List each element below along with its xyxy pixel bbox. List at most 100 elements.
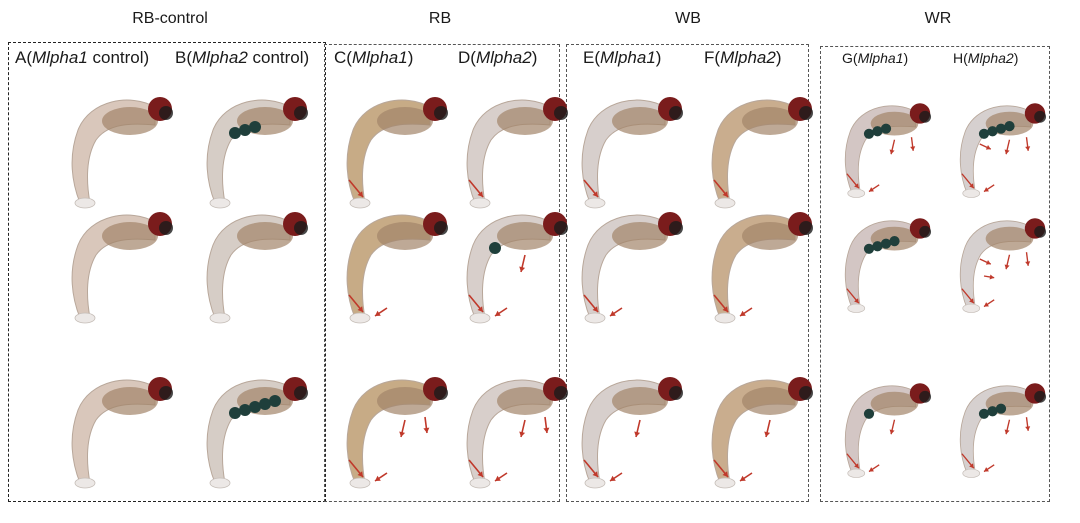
embryo-yolk (377, 222, 433, 250)
embryo-pupil (554, 386, 568, 400)
embryo-tail-fin (714, 477, 736, 489)
embryo-f-1 (711, 97, 813, 209)
arrow-head (910, 146, 916, 151)
embryo-c-1 (346, 97, 448, 209)
arrow-head (477, 306, 483, 312)
stain-blob (259, 398, 271, 410)
embryo-pupil (434, 106, 448, 120)
arrow-head (740, 475, 746, 481)
arrow-head (495, 475, 501, 481)
arrow-head (543, 427, 550, 433)
column-label-g: G(Mlpha1) (842, 50, 909, 66)
embryo-tail-fin (847, 303, 866, 313)
embryo-b-2 (206, 212, 308, 324)
embryo-tail-fin (714, 197, 736, 209)
embryo-tail-fin (469, 477, 491, 489)
embryo-pupil (1034, 225, 1047, 238)
embryo-yolk (985, 226, 1034, 251)
stain-blob (239, 404, 251, 416)
embryo-d-1 (466, 97, 568, 209)
embryo-e-1 (581, 97, 683, 209)
arrow-head (985, 145, 991, 150)
arrow-head (634, 431, 641, 437)
column-label-d: D(Mlpha2) (458, 48, 538, 67)
embryo-tail-fin (209, 197, 231, 209)
arrow-head (1025, 261, 1031, 266)
embryo-yolk (497, 387, 553, 415)
arrow-head (854, 183, 859, 189)
arrow-head (495, 310, 501, 316)
stain-blob (229, 407, 241, 419)
embryo-pupil (1034, 110, 1047, 123)
panel-wb (566, 44, 809, 502)
embryo-pupil (669, 386, 683, 400)
embryo-yolk (237, 222, 293, 250)
stain-blob (880, 123, 892, 134)
embryo-yolk (102, 387, 158, 415)
embryo-g-3 (844, 383, 932, 478)
arrow-head (477, 191, 483, 197)
embryo-pupil (294, 106, 308, 120)
arrow-head (1004, 149, 1010, 155)
embryo-yolk (742, 222, 798, 250)
embryo-tail-fin (349, 197, 371, 209)
embryo-tail-fin (714, 312, 736, 324)
embryo-tail-fin (349, 477, 371, 489)
embryo-tail-fin (469, 312, 491, 324)
embryo-tail-fin (74, 477, 96, 489)
stain-blob (872, 126, 883, 137)
stain-blob (863, 243, 875, 254)
embryo-tail-fin (847, 468, 866, 478)
embryo-tail-fin (962, 188, 981, 198)
stain-blob (995, 123, 1007, 134)
group-title-wr: WR (924, 10, 952, 27)
embryo-a-1 (71, 97, 173, 209)
embryo-tail-fin (584, 197, 606, 209)
arrow-head (610, 310, 616, 316)
stain-blob (269, 395, 281, 407)
arrow-head (722, 191, 728, 197)
arrow-head (889, 429, 895, 435)
embryo-pupil (434, 221, 448, 235)
group-title-rb: RB (428, 10, 452, 27)
embryo-yolk (870, 391, 919, 416)
stain-blob (889, 236, 900, 247)
embryo-pupil (159, 106, 173, 120)
arrow-head (722, 471, 728, 477)
embryo-d-2 (466, 212, 568, 324)
arrow-head (592, 191, 598, 197)
panel-rb-control (8, 42, 326, 502)
embryo-pupil (434, 386, 448, 400)
embryo-yolk (612, 222, 668, 250)
embryo-yolk (377, 107, 433, 135)
group-title-rb-control: RB-control (132, 10, 208, 27)
arrow-head (869, 187, 874, 192)
stain-blob (863, 128, 875, 139)
embryo-pupil (159, 386, 173, 400)
embryo-tail-fin (209, 312, 231, 324)
stain-blob (489, 242, 501, 254)
embryo-pupil (919, 110, 932, 123)
column-label-e: E(Mlpha1) (583, 48, 662, 67)
arrow-head (722, 306, 728, 312)
panel-rb (324, 44, 560, 502)
arrow-head (854, 463, 859, 469)
embryo-pupil (799, 106, 813, 120)
embryo-pupil (294, 386, 308, 400)
embryo-tail-fin (962, 468, 981, 478)
arrow-head (519, 431, 526, 437)
stain-blob (872, 241, 883, 252)
column-label-c: C(Mlpha1) (334, 48, 414, 67)
embryo-tail-fin (584, 312, 606, 324)
embryo-yolk (497, 222, 553, 250)
arrow-head (984, 302, 989, 307)
arrow-head (477, 471, 483, 477)
arrow-head (984, 187, 989, 192)
stain-blob (863, 408, 875, 419)
embryo-pupil (554, 221, 568, 235)
arrow-head (1004, 429, 1010, 435)
panel-wr (820, 46, 1050, 502)
embryo-f-3 (711, 377, 813, 489)
embryo-h-1 (959, 103, 1047, 198)
embryo-pupil (554, 106, 568, 120)
